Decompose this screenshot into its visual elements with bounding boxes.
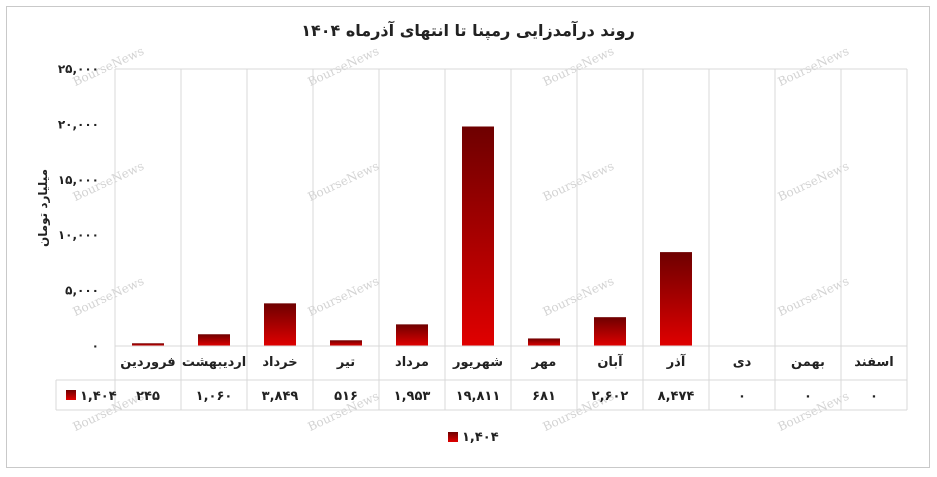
table-value-cell: ۲۴۵ <box>136 389 160 404</box>
bar <box>462 126 494 347</box>
bars-layer <box>132 126 692 347</box>
y-tick-label: ۲۵,۰۰۰ <box>58 62 99 76</box>
legend: ۱,۴۰۴ <box>448 430 499 445</box>
table-value-cell: ۰ <box>870 389 878 404</box>
watermark-text: BourseNews <box>306 159 382 204</box>
table-value-cell: ۰ <box>804 389 812 404</box>
watermark-layer: BourseNews BourseNews BourseNews BourseNews… <box>71 44 852 434</box>
category-label: تیر <box>336 355 355 370</box>
category-label: اردیبهشت <box>182 355 246 370</box>
table-value-cell: ۱۹,۸۱۱ <box>456 389 501 404</box>
data-table: فروردین ۲۴۵ اردیبهشت ۱,۰۶۰ خرداد ۳,۸۴۹ تیر ۵۱۶ م… <box>55 345 907 411</box>
category-label: مرداد <box>395 355 429 370</box>
bar <box>198 334 230 346</box>
category-label: شهریور <box>452 355 503 370</box>
table-value-cell: ۳,۸۴۹ <box>262 389 299 404</box>
watermark-text: BourseNews <box>776 159 852 204</box>
watermark-text: BourseNews <box>541 274 617 319</box>
y-tick-label: ۲۰,۰۰۰ <box>58 117 99 131</box>
table-value-cell: ۰ <box>738 389 746 404</box>
category-label: بهمن <box>791 355 825 370</box>
watermark-text: BourseNews <box>306 44 382 89</box>
watermark-text: BourseNews <box>776 389 852 434</box>
bar <box>264 303 296 346</box>
bar <box>132 343 164 346</box>
legend-label: ۱,۴۰۴ <box>462 430 499 445</box>
legend-swatch <box>448 432 458 442</box>
table-value-cell: ۸,۴۷۴ <box>658 389 695 404</box>
watermark-text: BourseNews <box>541 44 617 89</box>
bar <box>660 252 692 346</box>
bar <box>330 340 362 346</box>
table-value-cell: ۱,۰۶۰ <box>196 389 233 404</box>
category-label: مهر <box>531 355 557 370</box>
category-label: فروردین <box>120 355 175 370</box>
watermark-text: BourseNews <box>306 274 382 319</box>
category-label: دی <box>733 355 752 370</box>
y-axis-label: میلیارد تومان <box>36 169 51 247</box>
chart-title: روند درآمدزایی رمپنا تا انتهای آذرماه ۱۴… <box>301 20 635 41</box>
y-tick-label: ۵,۰۰۰ <box>65 284 99 298</box>
y-tick-label: ۰ <box>92 339 99 353</box>
watermark-text: BourseNews <box>541 159 617 204</box>
y-tick-label: ۱۰,۰۰۰ <box>58 228 99 242</box>
watermark-text: BourseNews <box>776 274 852 319</box>
category-label: آذر <box>666 353 686 370</box>
bar <box>594 317 626 346</box>
category-label: خرداد <box>262 355 297 370</box>
watermark-text: BourseNews <box>776 44 852 89</box>
table-value-cell: ۶۸۱ <box>532 389 556 404</box>
grid-layer: ۰ ۵,۰۰۰ ۱۰,۰۰۰ ۱۵,۰۰۰ ۲۰,۰۰۰ ۲۵,۰۰۰ <box>58 62 908 410</box>
table-series-swatch <box>66 390 76 400</box>
table-series-label: ۱,۴۰۴ <box>80 389 117 404</box>
category-label: آبان <box>597 353 623 370</box>
bar <box>396 324 428 346</box>
table-value-cell: ۲,۶۰۲ <box>592 389 629 404</box>
category-label: اسفند <box>854 355 893 370</box>
table-value-cell: ۵۱۶ <box>334 389 358 404</box>
bar <box>528 338 560 346</box>
table-value-cell: ۱,۹۵۳ <box>394 389 431 404</box>
y-tick-label: ۱۵,۰۰۰ <box>58 173 99 187</box>
